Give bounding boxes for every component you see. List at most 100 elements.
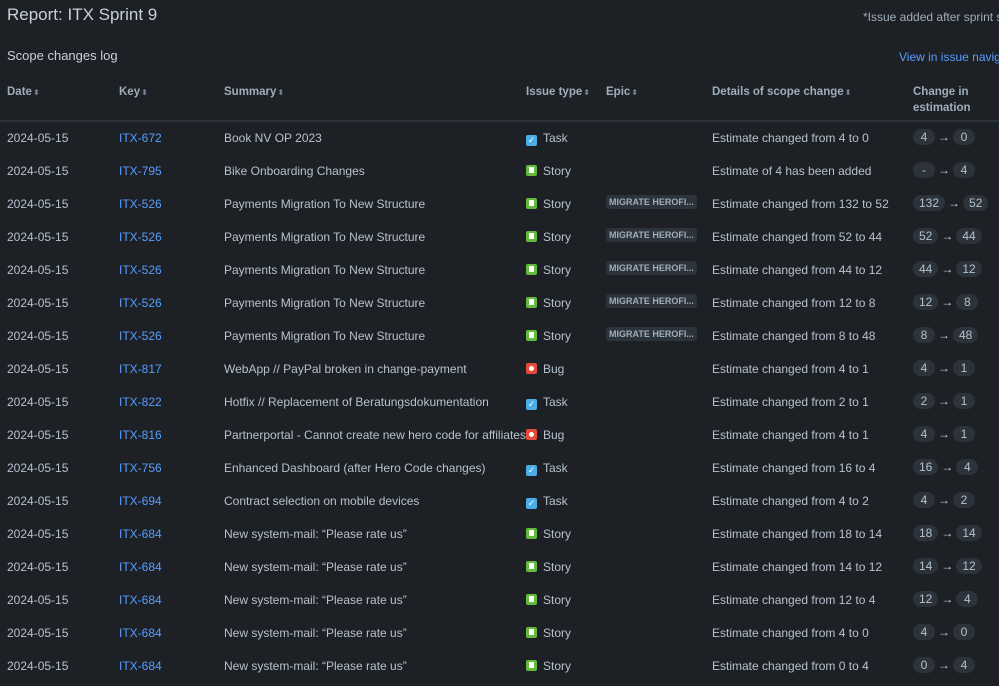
column-label: Date — [7, 86, 32, 98]
table-row: 2024-05-15 ITX-672 Book NV OP 2023 ✓ Task… — [0, 122, 999, 155]
issue-key-link[interactable]: ITX-684 — [119, 527, 162, 541]
epic-lozenge[interactable]: MIGRATE HEROFI... — [606, 228, 697, 242]
to-estimate: 1 — [953, 393, 975, 409]
to-estimate: 44 — [956, 228, 982, 244]
date-cell: 2024-05-15 — [7, 428, 69, 442]
estimation-change: 132 → 52 — [913, 195, 989, 211]
issue-key-link[interactable]: ITX-526 — [119, 329, 162, 343]
summary-cell: Payments Migration To New Structure — [224, 230, 426, 244]
column-summary[interactable]: Summary⬍ — [224, 84, 284, 101]
details-cell: Estimate changed from 44 to 12 — [712, 263, 883, 277]
column-date[interactable]: Date⬍ — [7, 84, 40, 101]
issue-key-link[interactable]: ITX-822 — [119, 395, 162, 409]
to-estimate: 0 — [953, 129, 975, 145]
details-cell: Estimate changed from 0 to 4 — [712, 659, 869, 673]
column-key[interactable]: Key⬍ — [119, 84, 148, 101]
date-cell: 2024-05-15 — [7, 362, 69, 376]
view-in-issue-navigator-link[interactable]: View in issue navigator — [899, 50, 999, 64]
table-row: 2024-05-15 ITX-817 WebApp // PayPal brok… — [0, 353, 999, 386]
sort-icon: ⬍ — [277, 88, 285, 97]
table-row: 2024-05-15 ITX-822 Hotfix // Replacement… — [0, 386, 999, 419]
table-row: 2024-05-15 ITX-526 Payments Migration To… — [0, 188, 999, 221]
bug-icon — [526, 429, 537, 440]
sort-icon: ⬍ — [32, 88, 40, 97]
issue-key-link[interactable]: ITX-684 — [119, 626, 162, 640]
column-epic[interactable]: Epic⬍ — [606, 84, 638, 101]
column-change-in-estimation: Change in estimation — [913, 84, 971, 116]
task-icon: ✓ — [526, 399, 537, 410]
arrow-right-icon: → — [941, 592, 954, 606]
details-cell: Estimate of 4 has been added — [712, 164, 872, 178]
details-cell: Estimate changed from 14 to 12 — [712, 560, 883, 574]
issue-key-link[interactable]: ITX-816 — [119, 428, 162, 442]
sort-icon: ⬍ — [141, 88, 148, 97]
from-estimate: 12 — [913, 294, 939, 310]
story-icon — [526, 264, 537, 275]
issue-type-cell: Story — [526, 197, 571, 211]
issue-type-label: Bug — [543, 362, 565, 376]
issue-key-link[interactable]: ITX-795 — [119, 164, 162, 178]
issue-type-cell: ✓ Task — [526, 131, 568, 146]
issue-key-link[interactable]: ITX-526 — [119, 263, 162, 277]
summary-cell: New system-mail: “Please rate us” — [224, 626, 407, 640]
column-label: Change in — [913, 86, 969, 98]
date-cell: 2024-05-15 — [7, 131, 69, 145]
issue-key-link[interactable]: ITX-672 — [119, 131, 162, 145]
arrow-right-icon: → — [938, 328, 950, 342]
from-estimate: 132 — [913, 195, 946, 211]
to-estimate: 48 — [953, 327, 979, 343]
issue-key-link[interactable]: ITX-684 — [119, 659, 162, 673]
epic-lozenge[interactable]: MIGRATE HEROFI... — [606, 195, 697, 209]
estimation-change: 52 → 44 — [913, 228, 982, 244]
column-details[interactable]: Details of scope change⬍ — [712, 84, 851, 101]
date-cell: 2024-05-15 — [7, 527, 69, 541]
to-estimate: 4 — [953, 162, 975, 178]
summary-cell: Contract selection on mobile devices — [224, 494, 420, 508]
details-cell: Estimate changed from 132 to 52 — [712, 197, 889, 211]
arrow-right-icon: → — [941, 559, 954, 573]
to-estimate: 8 — [956, 294, 979, 310]
epic-lozenge[interactable]: MIGRATE HEROFI... — [606, 261, 697, 275]
issue-type-label: Story — [543, 560, 572, 574]
arrow-right-icon: → — [941, 295, 954, 309]
column-label: Summary — [224, 86, 277, 98]
table-row: 2024-05-15 ITX-694 Contract selection on… — [0, 485, 999, 518]
issue-key-link[interactable]: ITX-756 — [119, 461, 162, 475]
details-cell: Estimate changed from 8 to 48 — [712, 329, 876, 343]
from-estimate: 8 — [913, 327, 935, 343]
details-cell: Estimate changed from 4 to 0 — [712, 626, 869, 640]
table-row: 2024-05-15 ITX-526 Payments Migration To… — [0, 287, 999, 320]
epic-lozenge[interactable]: MIGRATE HEROFI... — [606, 327, 697, 341]
bug-icon — [526, 363, 537, 374]
issue-key-link[interactable]: ITX-817 — [119, 362, 162, 376]
issue-key-link[interactable]: ITX-684 — [119, 593, 162, 607]
epic-lozenge[interactable]: MIGRATE HEROFI... — [606, 294, 697, 308]
details-cell: Estimate changed from 4 to 1 — [712, 428, 869, 442]
arrow-right-icon: → — [938, 361, 950, 375]
estimation-change: 4 → 1 — [913, 426, 975, 442]
table-row: 2024-05-15 ITX-526 Payments Migration To… — [0, 221, 999, 254]
date-cell: 2024-05-15 — [7, 329, 69, 343]
issue-key-link[interactable]: ITX-684 — [119, 560, 162, 574]
to-estimate: 14 — [956, 525, 982, 541]
issue-type-label: Story — [543, 659, 572, 673]
to-estimate: 4 — [953, 657, 975, 673]
details-cell: Estimate changed from 4 to 2 — [712, 494, 869, 508]
column-issue-type[interactable]: Issue type⬍ — [526, 84, 590, 101]
arrow-right-icon: → — [938, 394, 950, 408]
details-cell: Estimate changed from 2 to 1 — [712, 395, 869, 409]
date-cell: 2024-05-15 — [7, 263, 69, 277]
issue-key-link[interactable]: ITX-694 — [119, 494, 162, 508]
table-row: 2024-05-15 ITX-684 New system-mail: “Ple… — [0, 617, 999, 650]
issue-type-label: Story — [543, 296, 572, 310]
estimation-change: 12 → 8 — [913, 294, 979, 310]
issue-key-link[interactable]: ITX-526 — [119, 296, 162, 310]
story-icon — [526, 165, 537, 176]
summary-cell: Partnerportal - Cannot create new hero c… — [224, 428, 526, 442]
story-icon — [526, 627, 537, 638]
table-row: 2024-05-15 ITX-526 Payments Migration To… — [0, 320, 999, 353]
issue-type-cell: Story — [526, 659, 571, 673]
issue-key-link[interactable]: ITX-526 — [119, 197, 162, 211]
issue-key-link[interactable]: ITX-526 — [119, 230, 162, 244]
date-cell: 2024-05-15 — [7, 461, 69, 475]
